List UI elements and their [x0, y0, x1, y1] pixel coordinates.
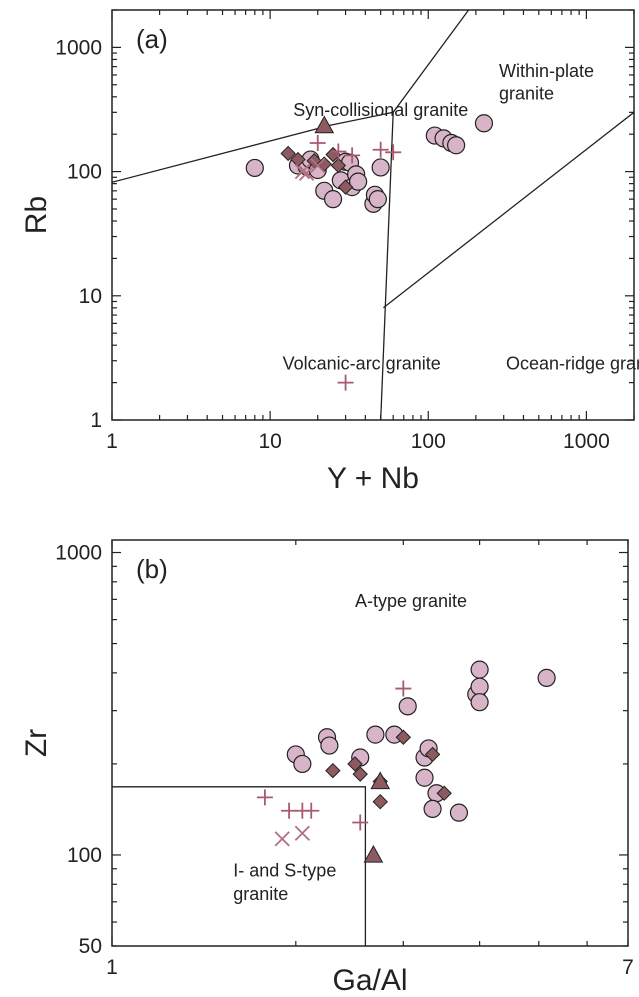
field-label: granite [499, 84, 554, 104]
boundary-line [111, 9, 470, 183]
panel-label-a: (a) [136, 24, 168, 54]
plot-frame-a [111, 9, 635, 421]
y-axis-label-a: Rb [20, 196, 53, 234]
plot-frame-b [111, 539, 629, 947]
diamond-point [352, 766, 368, 782]
x-tick-label: 10 [258, 430, 281, 453]
cross-point [294, 825, 310, 841]
diamond-point [436, 785, 452, 801]
field-labels-a: Syn-collisional granite Within-plate grani… [283, 61, 639, 374]
y-tick-label: 50 [79, 935, 102, 958]
y-ticks-b: 50 100 1000 [55, 542, 628, 958]
circle-point [470, 660, 489, 679]
field-labels-b: A-type granite I- and S-type granite [233, 591, 467, 904]
circle-point [470, 677, 489, 696]
circle-point [537, 668, 556, 687]
cross-point [310, 157, 326, 174]
y-tick-label: 100 [67, 161, 102, 184]
y-tick-label: 100 [67, 844, 102, 867]
y-tick-label: 1000 [55, 542, 102, 565]
triangle-point [314, 115, 335, 134]
plus-point [352, 814, 369, 831]
circle-point [449, 803, 469, 822]
circle-point [474, 114, 494, 133]
circle-point [323, 190, 343, 209]
plus-point [303, 802, 320, 819]
circle-point [415, 768, 434, 787]
x-ticks-a: 1 10 100 1000 [106, 10, 635, 453]
circle-point [245, 158, 264, 178]
plus-point [395, 680, 412, 697]
y-tick-label: 1000 [55, 36, 102, 59]
diamond-point [280, 145, 296, 162]
plus-point [337, 374, 354, 391]
circle-point [366, 725, 385, 744]
boundary-lines-a [111, 9, 635, 421]
diamond-point [330, 157, 347, 174]
plus-point [385, 144, 402, 161]
circle-point [447, 136, 466, 155]
field-label: granite [233, 884, 288, 904]
field-label: Syn-collisional granite [293, 100, 468, 120]
y-tick-label: 1 [90, 409, 102, 432]
y-tick-label: 10 [79, 285, 102, 308]
plus-point [256, 789, 273, 806]
circle-point [470, 693, 489, 712]
diamond-point [372, 793, 388, 810]
field-label: Ocean-ridge granite [506, 354, 639, 374]
circle-point [368, 190, 387, 209]
y-axis-label-b: Zr [20, 729, 53, 757]
x-tick-label: 1 [106, 956, 118, 979]
plus-point [344, 147, 361, 164]
diamond-point [337, 179, 354, 195]
diamond-point [424, 746, 441, 763]
plus-point [372, 141, 389, 158]
panel-label-b: (b) [136, 554, 168, 584]
plus-point [309, 134, 326, 151]
field-label: Volcanic-arc granite [283, 354, 441, 374]
boundary-line [380, 112, 394, 421]
diamond-point [325, 762, 341, 779]
cross-point [298, 165, 315, 181]
boundary-line [112, 786, 367, 946]
field-label: I- and S-type [233, 860, 336, 880]
boundary-line [383, 111, 635, 309]
x-axis-label-b: Ga/Al [332, 964, 407, 997]
field-label: Within-plate [499, 61, 594, 81]
points-b [256, 660, 556, 863]
circle-point [320, 736, 339, 755]
panel-a: Syn-collisional granite Within-plate grani… [20, 9, 639, 495]
x-tick-label: 1000 [563, 430, 610, 453]
cross-point [274, 831, 290, 847]
field-label: A-type granite [355, 591, 467, 611]
x-tick-label: 100 [411, 430, 446, 453]
x-tick-label: 1 [106, 430, 118, 453]
x-tick-label: 7 [622, 956, 634, 979]
diamond-point [395, 729, 412, 745]
cross-point [294, 163, 311, 180]
circle-point [398, 697, 417, 716]
circle-point [371, 158, 390, 177]
points-a [245, 114, 494, 391]
diamond-point [347, 756, 363, 772]
plus-point [330, 143, 347, 160]
boundary-lines-b [112, 786, 367, 946]
circle-point [349, 172, 368, 191]
y-ticks-a: 1 10 100 1000 [55, 9, 634, 432]
triangle-point [363, 844, 384, 863]
circle-point [293, 754, 312, 774]
triangle-point [370, 771, 391, 790]
circle-point [423, 799, 442, 818]
x-axis-label-a: Y + Nb [327, 462, 419, 495]
